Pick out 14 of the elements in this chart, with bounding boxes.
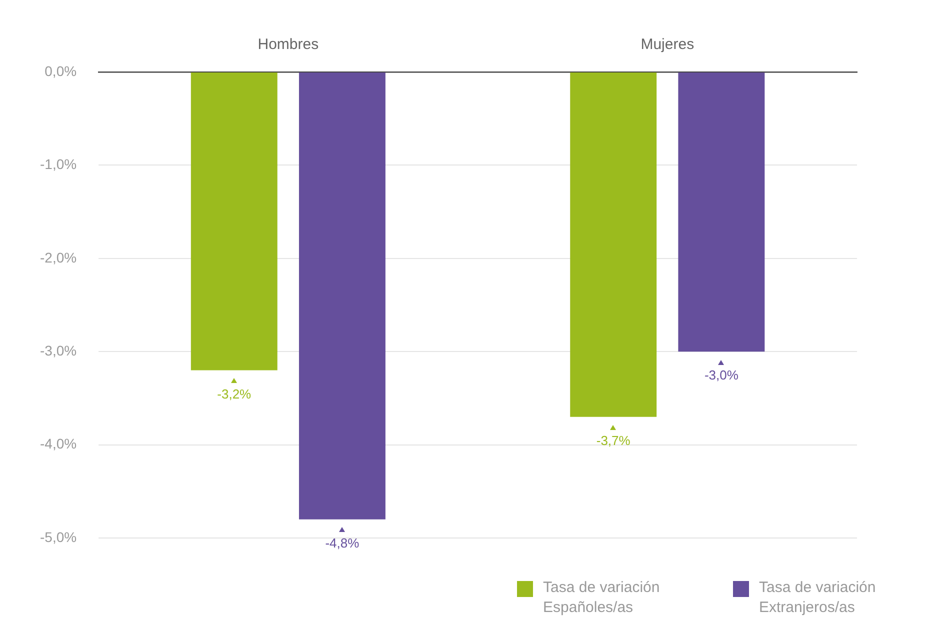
- y-tick-label: -3,0%: [40, 342, 77, 358]
- y-tick-label: -5,0%: [40, 528, 77, 545]
- data-label: -3,2%: [217, 386, 252, 402]
- y-tick-label: -1,0%: [40, 156, 77, 172]
- x-tick-label: Mujeres: [640, 36, 694, 54]
- data-label: -3,7%: [596, 432, 631, 448]
- x-tick-label: Hombres: [258, 36, 319, 54]
- y-tick-label: -2,0%: [40, 249, 77, 266]
- y-tick-label: -4,0%: [40, 436, 77, 452]
- y-tick-label: 0,0%: [44, 62, 77, 79]
- legend-label: Tasa de variación Extranjeros/as: [759, 578, 877, 618]
- data-label: -4,8%: [325, 535, 360, 550]
- legend-label: Tasa de variación Españoles/as: [543, 578, 661, 618]
- data-label: -3,0%: [704, 368, 739, 383]
